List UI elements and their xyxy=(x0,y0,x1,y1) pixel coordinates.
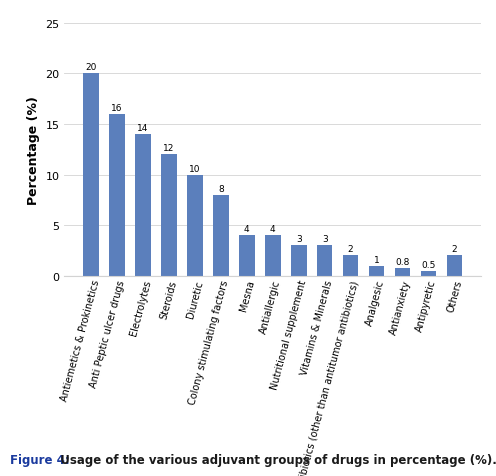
Bar xyxy=(135,135,151,276)
Text: 4: 4 xyxy=(244,225,249,234)
Text: 1: 1 xyxy=(373,255,379,264)
Bar xyxy=(446,256,462,276)
Bar xyxy=(213,195,229,276)
Text: 8: 8 xyxy=(218,184,224,193)
Text: 3: 3 xyxy=(296,235,302,244)
Text: 16: 16 xyxy=(112,104,123,113)
Text: 3: 3 xyxy=(322,235,327,244)
Text: 12: 12 xyxy=(163,144,175,153)
Bar xyxy=(161,155,177,276)
Text: 14: 14 xyxy=(137,124,149,133)
Text: 0.8: 0.8 xyxy=(395,257,410,266)
Bar xyxy=(343,256,359,276)
Bar xyxy=(291,246,307,276)
Text: 4: 4 xyxy=(270,225,276,234)
Y-axis label: Percentage (%): Percentage (%) xyxy=(27,96,40,204)
Bar xyxy=(109,115,125,276)
Text: 20: 20 xyxy=(85,63,97,72)
Text: 2: 2 xyxy=(348,245,354,254)
Bar xyxy=(239,236,254,276)
Bar xyxy=(317,246,332,276)
Bar xyxy=(421,271,436,276)
Bar xyxy=(265,236,281,276)
Bar xyxy=(369,266,384,276)
Text: 2: 2 xyxy=(451,245,457,254)
Text: 10: 10 xyxy=(189,164,201,173)
Bar xyxy=(83,74,99,276)
Text: 0.5: 0.5 xyxy=(421,260,435,269)
Bar xyxy=(395,268,410,276)
Bar xyxy=(187,175,203,276)
Text: Usage of the various adjuvant groups of drugs in percentage (%).: Usage of the various adjuvant groups of … xyxy=(52,454,496,466)
Text: Figure 4:: Figure 4: xyxy=(10,454,69,466)
